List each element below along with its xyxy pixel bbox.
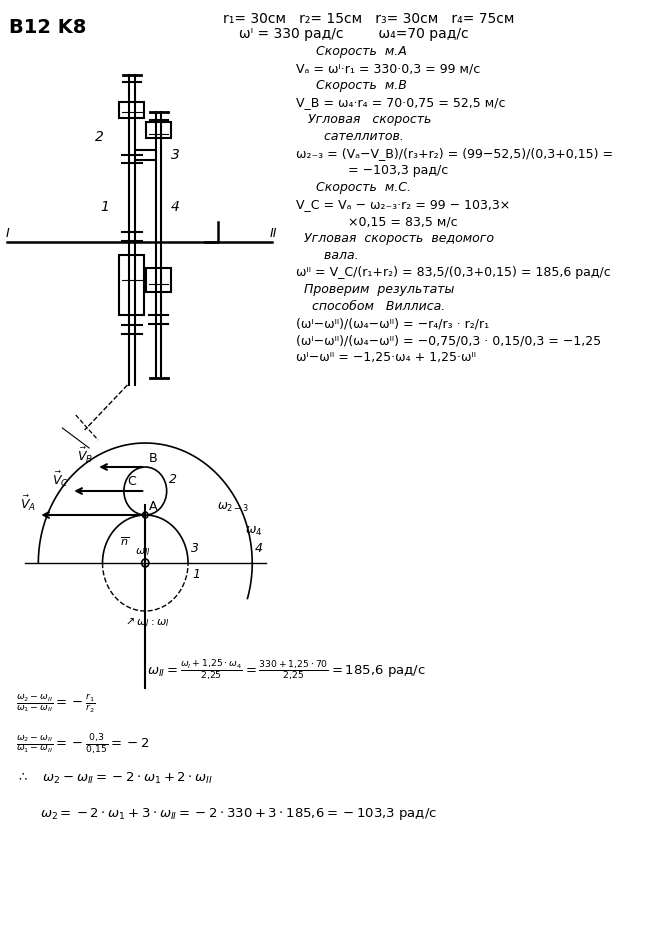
Text: $\vec{V}_A$: $\vec{V}_A$ <box>20 493 36 513</box>
Text: (ωᴵ−ωᴵᴵ)/(ω₄−ωᴵᴵ) = −0,75/0,3 · 0,15/0,3 = −1,25: (ωᴵ−ωᴵᴵ)/(ω₄−ωᴵᴵ) = −0,75/0,3 · 0,15/0,3… <box>296 334 601 347</box>
Bar <box>146 268 171 292</box>
Text: $\omega_4$: $\omega_4$ <box>245 525 263 538</box>
Text: $\therefore\quad \omega_2-\omega_{II} = -2\cdot\omega_1+2\cdot\omega_{II}$: $\therefore\quad \omega_2-\omega_{II} = … <box>16 771 213 786</box>
Text: ωᴵ = 330 рад/с        ω₄=70 рад/с: ωᴵ = 330 рад/с ω₄=70 рад/с <box>239 27 469 41</box>
Bar <box>120 102 144 118</box>
Text: 2: 2 <box>94 130 103 144</box>
Text: II: II <box>270 227 278 240</box>
Text: ωᴵᴵ = V_C/(r₁+r₂) = 83,5/(0,3+0,15) = 185,6 рад/с: ωᴵᴵ = V_C/(r₁+r₂) = 83,5/(0,3+0,15) = 18… <box>296 266 610 279</box>
Text: сателлитов.: сателлитов. <box>296 130 404 143</box>
Text: $\frac{\omega_2-\omega_{II}}{\omega_1-\omega_{II}} = -\frac{r_1}{r_2}$: $\frac{\omega_2-\omega_{II}}{\omega_1-\o… <box>16 693 96 716</box>
Text: 3: 3 <box>190 542 199 555</box>
Text: Vₐ = ωᴵ·r₁ = 330·0,3 = 99 м/с: Vₐ = ωᴵ·r₁ = 330·0,3 = 99 м/с <box>296 62 480 75</box>
Text: 4: 4 <box>255 542 263 555</box>
Text: $\frac{\omega_2-\omega_{II}}{\omega_1-\omega_{II}} = -\frac{0{,}3}{0{,}15} = -2$: $\frac{\omega_2-\omega_{II}}{\omega_1-\o… <box>16 733 150 757</box>
Text: способом   Виллиса.: способом Виллиса. <box>296 300 445 313</box>
Text: 1: 1 <box>192 568 200 581</box>
Text: A: A <box>149 500 157 513</box>
Text: Скорость  м.A: Скорость м.A <box>296 45 407 58</box>
Text: 2: 2 <box>170 473 177 486</box>
Text: вала.: вала. <box>296 249 359 262</box>
Text: $\vec{V}_C$: $\vec{V}_C$ <box>52 470 69 489</box>
Text: ω₂₋₃ = (Vₐ−V_B)/(r₃+r₂) = (99−52,5)/(0,3+0,15) =: ω₂₋₃ = (Vₐ−V_B)/(r₃+r₂) = (99−52,5)/(0,3… <box>296 147 613 160</box>
Text: 3: 3 <box>171 148 180 162</box>
Text: Угловая   скорость: Угловая скорость <box>296 113 432 126</box>
Text: $\omega_{2-3}$: $\omega_{2-3}$ <box>216 501 248 514</box>
Text: V_B = ω₄·r₄ = 70·0,75 = 52,5 м/с: V_B = ω₄·r₄ = 70·0,75 = 52,5 м/с <box>296 96 506 109</box>
Text: $\omega_{II} = \frac{\omega_I+1{,}25\cdot\omega_4}{2{,}25} = \frac{330+1{,}25\cd: $\omega_{II} = \frac{\omega_I+1{,}25\cdo… <box>147 658 426 683</box>
Bar <box>120 255 144 315</box>
Text: $\nearrow\omega_I: \omega_I$: $\nearrow\omega_I: \omega_I$ <box>123 616 170 629</box>
Text: (ωᴵ−ωᴵᴵ)/(ω₄−ωᴵᴵ) = −r₄/r₃ · r₂/r₁: (ωᴵ−ωᴵᴵ)/(ω₄−ωᴵᴵ) = −r₄/r₃ · r₂/r₁ <box>296 317 489 330</box>
Circle shape <box>142 512 148 518</box>
Text: Скорость  м.C.: Скорость м.C. <box>296 181 411 194</box>
Text: ωᴵ−ωᴵᴵ = −1,25·ω₄ + 1,25·ωᴵᴵ: ωᴵ−ωᴵᴵ = −1,25·ω₄ + 1,25·ωᴵᴵ <box>296 351 476 364</box>
Text: Скорость  м.B: Скорость м.B <box>296 79 407 92</box>
Bar <box>146 122 171 138</box>
Circle shape <box>142 559 149 567</box>
Text: $\vec{V}_B$: $\vec{V}_B$ <box>77 446 94 465</box>
Text: Угловая  скорость  ведомого: Угловая скорость ведомого <box>296 232 494 245</box>
Text: C: C <box>127 475 136 488</box>
Text: B12 K8: B12 K8 <box>9 18 86 37</box>
Text: = −103,3 рад/с: = −103,3 рад/с <box>296 164 448 177</box>
Text: ×0,15 = 83,5 м/с: ×0,15 = 83,5 м/с <box>296 215 458 228</box>
Text: $\overline{n}$: $\overline{n}$ <box>120 535 129 548</box>
Text: r₁= 30см   r₂= 15см   r₃= 30см   r₄= 75см: r₁= 30см r₂= 15см r₃= 30см r₄= 75см <box>223 12 514 26</box>
Text: $\omega_{II}$: $\omega_{II}$ <box>135 547 150 558</box>
Text: I: I <box>5 227 9 240</box>
Text: Проверим  результаты: Проверим результаты <box>296 283 454 296</box>
Text: V_C = Vₐ − ω₂₋₃·r₂ = 99 − 103,3×: V_C = Vₐ − ω₂₋₃·r₂ = 99 − 103,3× <box>296 198 510 211</box>
Text: 4: 4 <box>171 200 180 214</box>
Text: 1: 1 <box>101 200 110 214</box>
Text: $\omega_2 = -2\cdot\omega_1+3\cdot\omega_{II} = -2\cdot330+3\cdot185{,}6 = -103{: $\omega_2 = -2\cdot\omega_1+3\cdot\omega… <box>40 806 437 822</box>
Text: B: B <box>149 452 157 465</box>
